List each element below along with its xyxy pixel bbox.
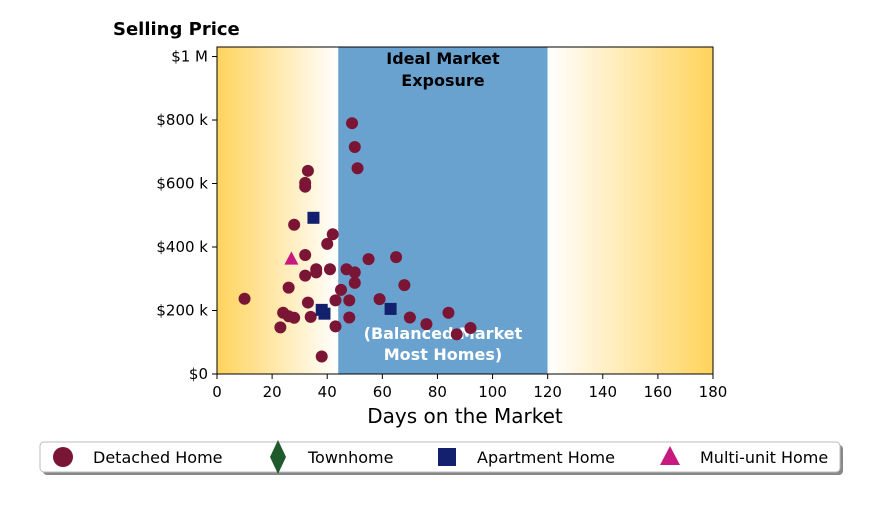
- x-tick-label: 180: [699, 383, 728, 401]
- plot-frame: [216, 46, 714, 375]
- data-point-circle: [329, 320, 342, 333]
- legend-entry-label: Townhome: [307, 448, 393, 467]
- legend-marker-triangle: [660, 446, 680, 465]
- x-tick-label: 100: [478, 383, 507, 401]
- x-tick-label: 140: [588, 383, 617, 401]
- x-tick-label: 160: [644, 383, 673, 401]
- legend-entry-label: Multi-unit Home: [700, 448, 828, 467]
- data-point-circle: [343, 294, 356, 307]
- x-tick-label: 60: [373, 383, 392, 401]
- data-point-circle: [450, 328, 463, 341]
- region-label-line: Ideal Market: [386, 49, 500, 68]
- plot-background: [217, 47, 713, 374]
- data-point-circle: [403, 311, 416, 324]
- data-point-circle: [288, 218, 301, 231]
- data-point-circle: [238, 292, 251, 305]
- x-tick-label: 20: [263, 383, 282, 401]
- data-point-circle: [398, 279, 411, 292]
- legend: Detached Home Townhome Apartment Home Multi…: [53, 440, 828, 474]
- data-point-circle: [351, 162, 364, 175]
- data-point-square: [384, 302, 397, 315]
- right-gradient-region: [547, 47, 713, 374]
- region-sublabel: (Balanced Market Most Homes): [364, 324, 523, 364]
- data-point-circle: [326, 228, 339, 241]
- y-tick-label: $0: [189, 365, 208, 383]
- data-point-circle: [288, 311, 301, 324]
- data-point-circle: [299, 248, 312, 261]
- data-point-circle: [335, 283, 347, 296]
- y-tick-label: $200 k: [156, 302, 208, 320]
- data-point-circle: [301, 164, 314, 177]
- data-point-circle: [343, 311, 356, 324]
- data-point-circle: [348, 266, 361, 279]
- data-point-circle: [362, 253, 375, 266]
- data-point-circle: [282, 281, 295, 294]
- data-point-square: [318, 307, 331, 320]
- legend-entry-label: Detached Home: [93, 448, 223, 467]
- data-point-circle: [329, 294, 342, 307]
- data-point-square: [307, 211, 320, 224]
- y-axis: $0 $200 k $400 k $600 k $800 k $1 M: [156, 48, 217, 383]
- left-gradient-region: [217, 47, 339, 374]
- data-point-circle: [301, 296, 314, 309]
- data-point-circle: [299, 176, 312, 189]
- data-point-circle: [348, 276, 361, 289]
- data-points: [238, 117, 477, 363]
- x-axis: 0 20 40 60 80 100 120 140 160 180: [212, 374, 727, 401]
- data-point-circle: [321, 237, 334, 250]
- y-tick-label: $800 k: [156, 111, 208, 129]
- y-tick-label: $400 k: [156, 238, 208, 256]
- legend-marker-diamond: [270, 440, 286, 474]
- legend-entry-label: Apartment Home: [477, 448, 615, 467]
- data-point-circle: [315, 350, 328, 363]
- x-tick-label: 40: [318, 383, 337, 401]
- data-point-circle: [348, 141, 361, 154]
- data-point-circle: [420, 318, 433, 331]
- legend-marker-square: [438, 448, 456, 466]
- region-label-line: Most Homes): [384, 345, 502, 364]
- ideal-exposure-band: [338, 47, 548, 374]
- data-point-circle: [390, 251, 403, 264]
- x-tick-label: 0: [212, 383, 222, 401]
- region-label: Ideal Market Exposure: [386, 49, 500, 90]
- data-point-circle: [299, 269, 312, 282]
- legend-marker-circle: [53, 447, 73, 467]
- chart-title: Selling Price: [113, 19, 240, 40]
- region-label-line: Exposure: [401, 71, 485, 90]
- data-point-circle: [373, 293, 386, 306]
- x-axis-label: Days on the Market: [367, 404, 563, 428]
- data-point-circle: [464, 321, 477, 334]
- data-point-circle: [442, 306, 455, 319]
- x-tick-label: 120: [533, 383, 562, 401]
- region-label-line: (Balanced Market: [364, 324, 523, 343]
- data-point-triangle: [284, 251, 299, 265]
- data-point-circle: [310, 263, 323, 276]
- y-tick-label: $1 M: [171, 48, 208, 66]
- data-point-circle: [346, 117, 359, 130]
- x-tick-label: 80: [428, 383, 447, 401]
- data-point-circle: [323, 263, 336, 276]
- data-point-circle: [304, 310, 317, 323]
- data-point-circle: [274, 321, 287, 334]
- y-tick-label: $600 k: [156, 175, 208, 193]
